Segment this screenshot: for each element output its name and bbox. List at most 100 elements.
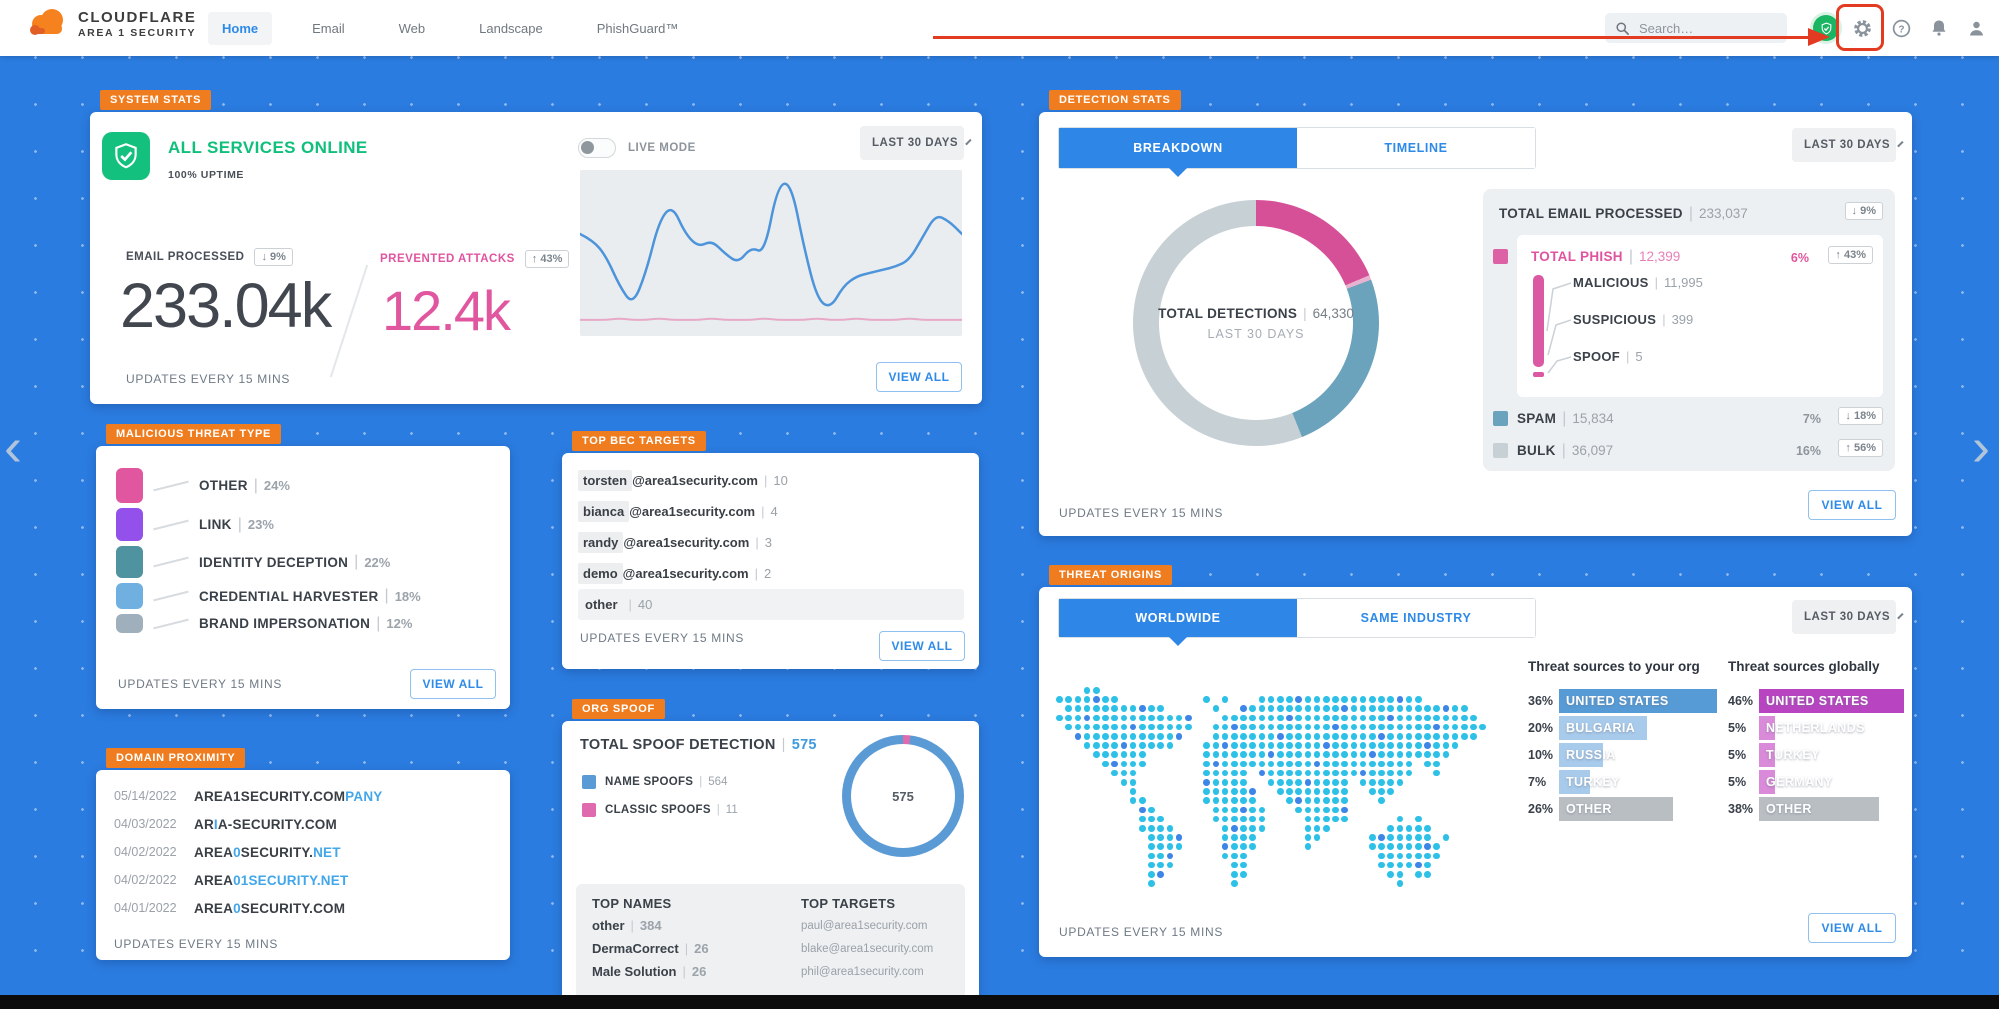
map-dot [1433, 751, 1441, 759]
map-dot [1111, 751, 1119, 759]
tab-same-industry[interactable]: SAME INDUSTRY [1297, 599, 1535, 637]
view-all-button[interactable]: VIEW ALL [876, 362, 962, 392]
map-dot [1304, 742, 1312, 749]
view-all-button[interactable]: VIEW ALL [1808, 490, 1896, 520]
map-dot [1286, 714, 1293, 722]
period-dropdown[interactable]: LAST 30 DAYS [1792, 128, 1904, 162]
gear-icon[interactable] [1849, 15, 1875, 41]
map-dot [1148, 852, 1155, 860]
nav-tab-landscape[interactable]: Landscape [479, 20, 543, 36]
bec-row[interactable]: bianca @area1security.com | 4 [578, 496, 964, 527]
map-dot [1166, 733, 1174, 740]
map-dot [1295, 806, 1303, 814]
domain-row[interactable]: 04/01/2022 AREA0SECURITY.COM [114, 900, 346, 916]
nav-tab-home[interactable]: Home [208, 11, 273, 45]
nav-tab-web[interactable]: Web [398, 20, 426, 36]
map-dot [1396, 760, 1404, 768]
map-dot [1111, 696, 1119, 703]
map-dot [1378, 788, 1385, 795]
domain-row[interactable]: 04/02/2022 AREA0SECURITY.NET [114, 844, 341, 860]
view-all-button[interactable]: VIEW ALL [1808, 913, 1896, 943]
carousel-right-chevron[interactable]: › [1972, 417, 1990, 477]
map-dot [1093, 751, 1100, 759]
top-target-row[interactable]: paul@area1security.com [801, 920, 928, 932]
map-dot [1102, 733, 1109, 740]
help-icon[interactable]: ? [1888, 15, 1914, 41]
account-icon[interactable] [1963, 15, 1989, 41]
top-bec-targets-card: TOP BEC TARGETS torsten @area1security.co… [562, 431, 979, 669]
tab-breakdown[interactable]: BREAKDOWN [1059, 128, 1297, 177]
carousel-left-chevron[interactable]: ‹ [4, 417, 22, 477]
map-dot [1350, 751, 1358, 759]
map-dot [1341, 788, 1349, 795]
period-dropdown[interactable]: LAST 30 DAYS [1792, 600, 1904, 634]
map-dot [1405, 723, 1413, 731]
map-dot [1304, 714, 1312, 722]
phish-swatch [1493, 249, 1508, 264]
map-dot [1332, 760, 1339, 768]
map-dot [1221, 779, 1229, 786]
map-dot [1175, 843, 1183, 851]
threat-type-swatch [116, 614, 143, 633]
map-dot [1415, 696, 1422, 703]
nav-tab-email[interactable]: Email [312, 20, 345, 36]
map-dot [1304, 723, 1312, 731]
map-dot [1129, 769, 1137, 777]
map-dot [1102, 751, 1109, 759]
domain-row[interactable]: 05/14/2022 AREA1SECURITY.COMPANY [114, 788, 383, 804]
map-dot [1166, 861, 1174, 869]
map-dot [1304, 779, 1312, 786]
live-mode-toggle[interactable] [578, 138, 616, 158]
top-target-row[interactable]: phil@area1security.com [801, 966, 924, 978]
domain-row[interactable]: 04/02/2022 AREA01SECURITY.NET [114, 872, 349, 888]
map-dot [1350, 769, 1358, 777]
top-names-header: TOP NAMES [592, 896, 672, 911]
map-dot [1221, 714, 1229, 722]
threat-origins-badge: THREAT ORIGINS [1049, 565, 1173, 585]
map-dot [1304, 751, 1312, 759]
map-dot [1323, 788, 1330, 795]
tab-worldwide[interactable]: WORLDWIDE [1059, 599, 1297, 646]
cloudflare-logo[interactable]: CLOUDFLARE AREA 1 SECURITY [24, 6, 196, 42]
system-stats-badge: SYSTEM STATS [100, 90, 212, 110]
map-dot [1286, 779, 1293, 786]
view-all-button[interactable]: VIEW ALL [410, 669, 496, 699]
spam-pct: 7% [1802, 412, 1821, 426]
map-dot [1203, 751, 1211, 759]
top-name-row[interactable]: Male Solution | 26 [592, 964, 707, 979]
spam-swatch [1493, 411, 1508, 426]
bec-row[interactable]: torsten @area1security.com | 10 [578, 465, 964, 496]
map-dot [1350, 742, 1358, 749]
map-dot [1433, 843, 1441, 851]
top-name-row[interactable]: other | 384 [592, 918, 662, 933]
map-dot [1277, 714, 1284, 722]
global-sources-header: Threat sources globally [1728, 659, 1880, 674]
domain-row[interactable]: 04/03/2022 ARIA-SECURITY.COM [114, 816, 337, 832]
top-name-row[interactable]: DermaCorrect | 26 [592, 941, 709, 956]
map-dot [1286, 705, 1293, 713]
top-target-row[interactable]: blake@area1security.com [801, 943, 934, 955]
period-dropdown[interactable]: LAST 30 DAYS [860, 126, 972, 160]
bell-icon[interactable] [1926, 15, 1952, 41]
search-input[interactable] [1637, 19, 1767, 37]
domain-proximity-badge: DOMAIN PROXIMITY [106, 748, 246, 768]
map-dot [1231, 797, 1238, 805]
map-dot [1415, 733, 1422, 740]
threat-type-swatch [116, 546, 143, 578]
bec-row[interactable]: randy @area1security.com | 3 [578, 527, 964, 558]
nav-tab-phishguard[interactable]: PhishGuard™ [596, 20, 679, 36]
map-dot [1240, 779, 1247, 786]
map-dot [1277, 788, 1284, 795]
tab-timeline[interactable]: TIMELINE [1297, 128, 1535, 168]
bec-row[interactable]: demo @area1security.com | 2 [578, 558, 964, 589]
total-email-processed-row: TOTAL EMAIL PROCESSED | 233,037 [1499, 205, 1748, 222]
map-dot [1359, 742, 1367, 749]
map-dot [1157, 861, 1165, 869]
map-dot [1258, 825, 1266, 832]
map-dot [1212, 723, 1220, 731]
map-dot [1442, 723, 1450, 731]
map-dot [1083, 687, 1091, 694]
view-all-button[interactable]: VIEW ALL [879, 631, 965, 661]
map-dot [1387, 769, 1395, 777]
bec-row[interactable]: other | 40 [578, 589, 964, 620]
